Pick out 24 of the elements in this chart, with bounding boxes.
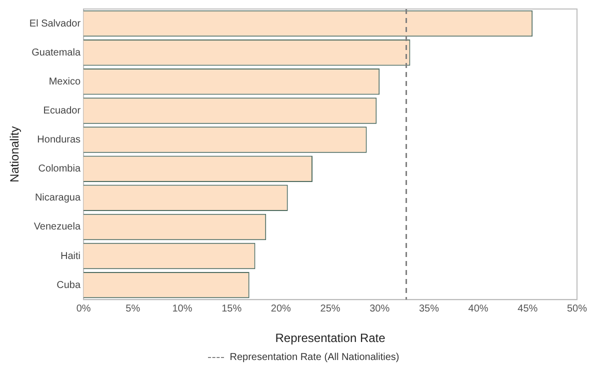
x-tick-label: 5% <box>126 303 140 314</box>
y-tick-label: Cuba <box>56 280 81 291</box>
y-tick-label: Nicaragua <box>34 192 81 204</box>
y-tick-label: Haiti <box>60 250 81 262</box>
x-tick-label: 45% <box>518 303 538 314</box>
y-axis-title: Nationality <box>8 126 22 182</box>
x-tick-label: 0% <box>76 303 91 314</box>
x-tick-label: 40% <box>468 303 488 314</box>
x-tick-label: 10% <box>172 303 192 314</box>
y-tick-label: Guatemala <box>32 47 81 58</box>
legend-label: Representation Rate (All Nationalities) <box>230 352 400 363</box>
x-tick-label: 30% <box>370 303 390 314</box>
y-tick-label: Honduras <box>37 134 81 146</box>
x-tick-label: 25% <box>320 303 340 314</box>
y-tick-label: Colombia <box>38 164 81 175</box>
x-tick-label: 15% <box>222 303 242 314</box>
y-tick-label: El Salvador <box>29 18 82 30</box>
x-axis-title: Representation Rate <box>275 331 386 346</box>
x-tick-label: 35% <box>418 303 440 314</box>
y-tick-label: Venezuela <box>34 222 81 233</box>
x-tick-label: 20% <box>270 303 292 314</box>
x-tick-label: 50% <box>566 303 588 314</box>
y-tick-label: Ecuador <box>43 105 82 116</box>
y-tick-label: Mexico <box>48 76 81 88</box>
